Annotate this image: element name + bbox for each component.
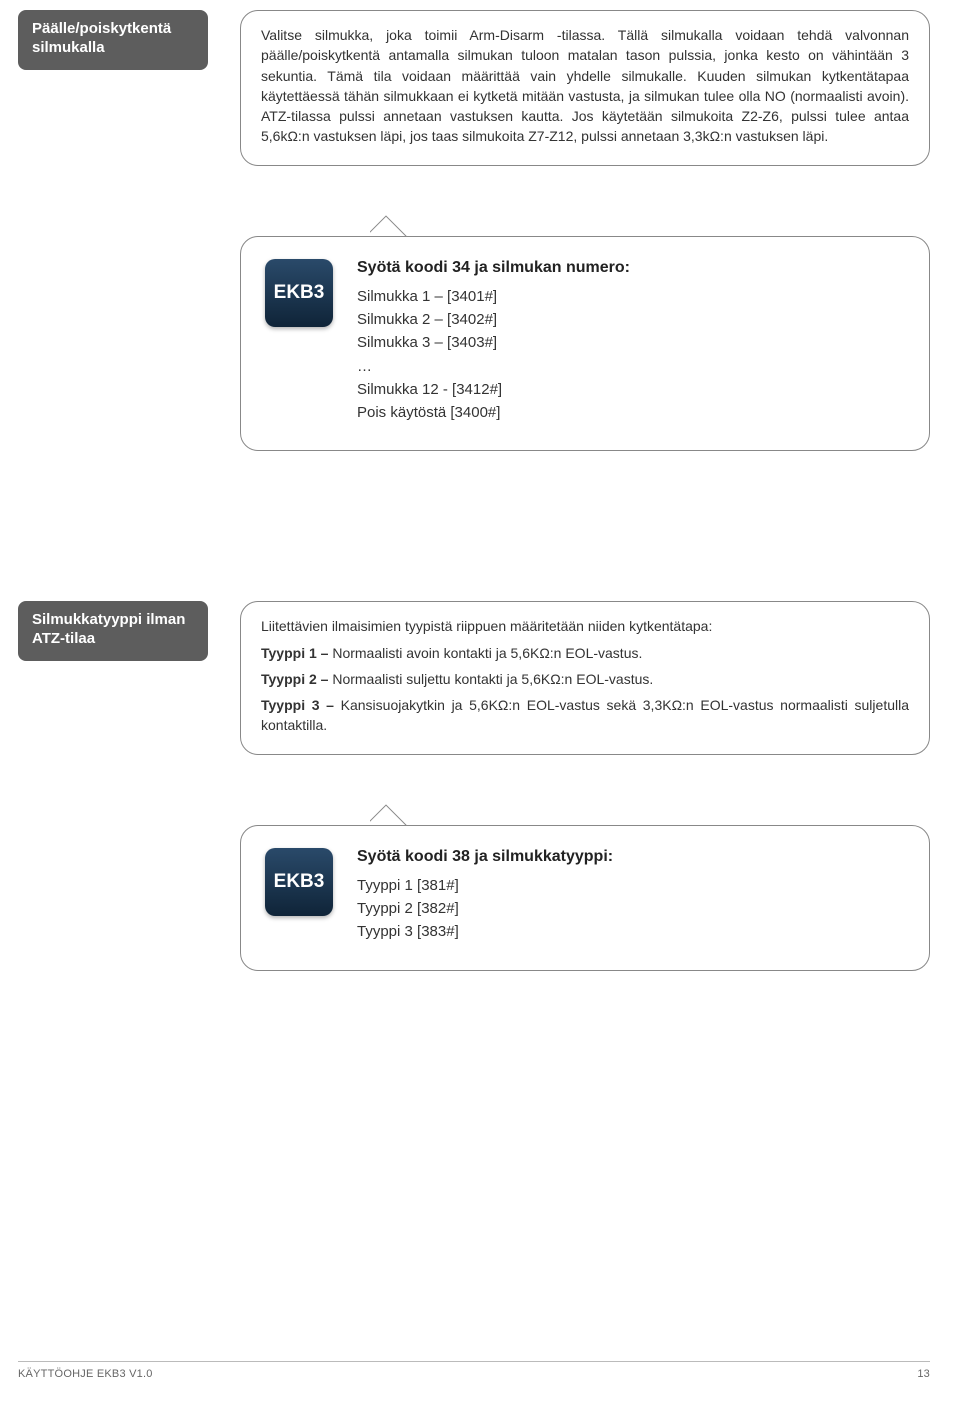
callout-box-1: EKB3 Syötä koodi 34 ja silmukan numero: …: [240, 236, 930, 452]
footer-page-number: 13: [917, 1368, 930, 1380]
section2-intro: Liitettävien ilmaisimien tyypistä riippu…: [261, 616, 909, 636]
callout-line: Silmukka 3 – [3403#]: [357, 331, 905, 354]
type-row-3: Tyyppi 3 – Kansisuojakytkin ja 5,6KΩ:n E…: [261, 695, 909, 736]
callout-line: Silmukka 2 – [3402#]: [357, 308, 905, 331]
callout-2: EKB3 Syötä koodi 38 ja silmukkatyyppi: T…: [240, 825, 930, 971]
callout-title-1: Syötä koodi 34 ja silmukan numero:: [357, 259, 905, 277]
type-text: Normaalisti avoin kontakti ja 5,6KΩ:n EO…: [332, 645, 642, 661]
page-footer: KÄYTTÖOHJE EKB3 V1.0 13: [18, 1361, 930, 1380]
type-text: Kansisuojakytkin ja 5,6KΩ:n EOL-vastus s…: [261, 697, 909, 733]
callout-box-2: EKB3 Syötä koodi 38 ja silmukkatyyppi: T…: [240, 825, 930, 971]
callout-1: EKB3 Syötä koodi 34 ja silmukan numero: …: [240, 236, 930, 452]
type-label: Tyyppi 3 –: [261, 697, 341, 713]
callout-title-2: Syötä koodi 38 ja silmukkatyyppi:: [357, 848, 905, 866]
ekb3-badge: EKB3: [265, 259, 333, 327]
type-text: Normaalisti suljettu kontakti ja 5,6KΩ:n…: [332, 671, 653, 687]
callout-line: Tyyppi 2 [382#]: [357, 897, 905, 920]
section-body-1: Valitse silmukka, joka toimii Arm-Disarm…: [240, 10, 930, 166]
type-row-1: Tyyppi 1 – Normaalisti avoin kontakti ja…: [261, 643, 909, 663]
callout-text-2: Syötä koodi 38 ja silmukkatyyppi: Tyyppi…: [357, 848, 905, 944]
section-zone-type: Silmukkatyyppi ilman ATZ-tilaa Liitettäv…: [0, 601, 960, 970]
callout-line: Pois käytöstä [3400#]: [357, 401, 905, 424]
callout-line: Tyyppi 1 [381#]: [357, 874, 905, 897]
section-arm-disarm: Päälle/poiskytkentä silmukalla Valitse s…: [0, 10, 960, 451]
callout-tail-icon: [370, 208, 410, 238]
section-tab-2: Silmukkatyyppi ilman ATZ-tilaa: [18, 601, 208, 661]
callout-line: Silmukka 12 - [3412#]: [357, 378, 905, 401]
callout-text-1: Syötä koodi 34 ja silmukan numero: Silmu…: [357, 259, 905, 425]
ekb3-badge: EKB3: [265, 848, 333, 916]
type-label: Tyyppi 2 –: [261, 671, 332, 687]
callout-line: Silmukka 1 – [3401#]: [357, 285, 905, 308]
type-label: Tyyppi 1 –: [261, 645, 332, 661]
section-tab-1: Päälle/poiskytkentä silmukalla: [18, 10, 208, 70]
callout-tail-icon: [370, 797, 410, 827]
footer-left: KÄYTTÖOHJE EKB3 V1.0: [18, 1368, 153, 1380]
callout-line: …: [357, 355, 905, 378]
type-row-2: Tyyppi 2 – Normaalisti suljettu kontakti…: [261, 669, 909, 689]
callout-line: Tyyppi 3 [383#]: [357, 920, 905, 943]
section-body-2: Liitettävien ilmaisimien tyypistä riippu…: [240, 601, 930, 754]
